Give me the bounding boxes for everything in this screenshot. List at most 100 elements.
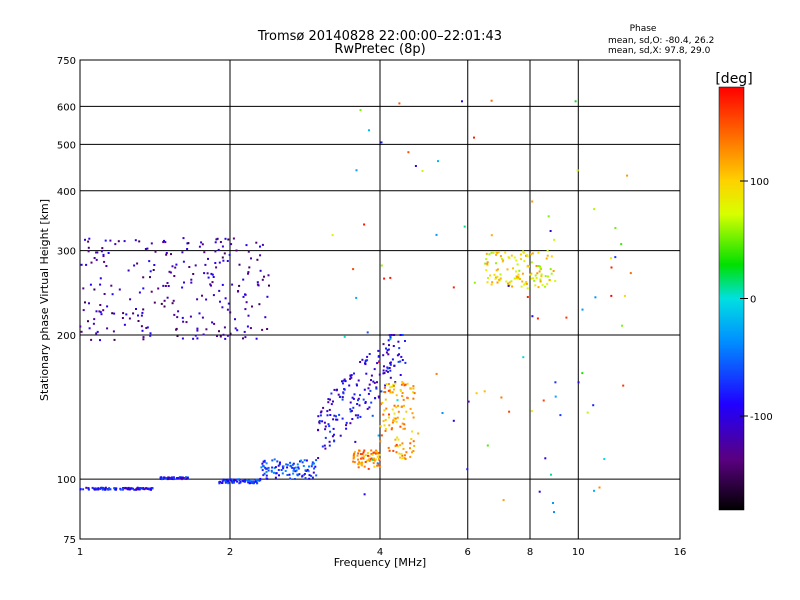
- data-point: [107, 252, 110, 254]
- data-point: [396, 416, 399, 419]
- data-point: [554, 381, 557, 384]
- data-point: [350, 409, 353, 412]
- data-point: [398, 353, 400, 356]
- data-point: [293, 467, 296, 470]
- data-point: [388, 344, 390, 347]
- data-point: [342, 392, 345, 395]
- data-point: [531, 252, 534, 255]
- data-point: [387, 389, 390, 392]
- data-point: [486, 261, 489, 264]
- data-point: [409, 455, 412, 458]
- data-point: [185, 476, 187, 479]
- data-point: [341, 417, 344, 420]
- x-tick-label: 2: [227, 547, 233, 558]
- data-point: [409, 407, 412, 410]
- data-point: [349, 401, 352, 404]
- data-point: [539, 280, 542, 283]
- data-point: [84, 238, 86, 241]
- data-point: [238, 482, 241, 485]
- data-point: [142, 338, 145, 341]
- data-point: [227, 302, 230, 305]
- data-point: [361, 358, 364, 361]
- data-point: [394, 438, 397, 441]
- data-point: [190, 278, 193, 281]
- data-point: [363, 493, 366, 496]
- data-point: [247, 271, 250, 274]
- data-point: [175, 263, 178, 266]
- data-point: [550, 473, 552, 476]
- data-point: [554, 395, 557, 398]
- data-point: [492, 251, 495, 254]
- data-point: [412, 385, 415, 388]
- data-point: [360, 457, 363, 460]
- data-point: [502, 499, 505, 502]
- data-point: [380, 390, 383, 393]
- data-point: [204, 263, 207, 266]
- data-point: [403, 384, 406, 387]
- data-point: [378, 373, 381, 376]
- data-point: [153, 264, 156, 266]
- data-point: [383, 424, 386, 427]
- data-point: [125, 313, 128, 316]
- data-point: [357, 452, 360, 455]
- data-point: [244, 293, 246, 296]
- data-point: [324, 425, 327, 428]
- data-point: [383, 277, 386, 280]
- data-point: [261, 462, 264, 465]
- data-point: [254, 480, 257, 483]
- data-point: [82, 488, 85, 491]
- data-point: [399, 374, 402, 376]
- data-point: [365, 372, 368, 375]
- data-point: [369, 389, 372, 392]
- data-point: [399, 456, 402, 459]
- data-point: [329, 414, 332, 416]
- data-point: [166, 282, 169, 284]
- data-point: [104, 239, 107, 242]
- data-point: [162, 284, 165, 287]
- data-point: [356, 416, 359, 419]
- data-point: [473, 281, 476, 284]
- data-point: [255, 337, 258, 340]
- data-point: [620, 243, 623, 246]
- data-point: [352, 268, 355, 271]
- data-point: [372, 451, 375, 454]
- data-point: [362, 457, 365, 460]
- data-point: [80, 263, 83, 266]
- data-point: [414, 165, 417, 167]
- data-point: [402, 398, 405, 401]
- data-point: [294, 478, 296, 480]
- data-point: [333, 440, 336, 443]
- data-point: [322, 406, 325, 409]
- data-point: [511, 285, 514, 288]
- data-point: [173, 275, 176, 277]
- y-tick-label: 750: [57, 56, 76, 67]
- data-point: [380, 141, 383, 144]
- data-point: [294, 466, 297, 469]
- data-point: [239, 480, 242, 483]
- data-point: [215, 266, 218, 269]
- data-point: [135, 308, 137, 310]
- data-point: [267, 469, 270, 472]
- data-point: [376, 464, 379, 467]
- data-point: [341, 398, 344, 401]
- data-point: [401, 405, 403, 408]
- data-point: [247, 250, 250, 253]
- data-point: [357, 414, 360, 417]
- data-point: [313, 467, 316, 470]
- data-point: [388, 449, 391, 452]
- data-point: [271, 459, 274, 462]
- data-point: [344, 380, 347, 383]
- data-point: [219, 335, 222, 338]
- data-point: [352, 460, 355, 463]
- data-point: [153, 301, 156, 304]
- data-point: [367, 454, 369, 457]
- data-point: [490, 234, 493, 237]
- data-point: [211, 321, 214, 324]
- data-point: [399, 425, 402, 428]
- data-point: [349, 410, 352, 413]
- data-point: [317, 457, 320, 459]
- data-point: [437, 160, 439, 163]
- data-point: [539, 268, 542, 271]
- data-point: [404, 361, 407, 364]
- data-point: [339, 395, 342, 398]
